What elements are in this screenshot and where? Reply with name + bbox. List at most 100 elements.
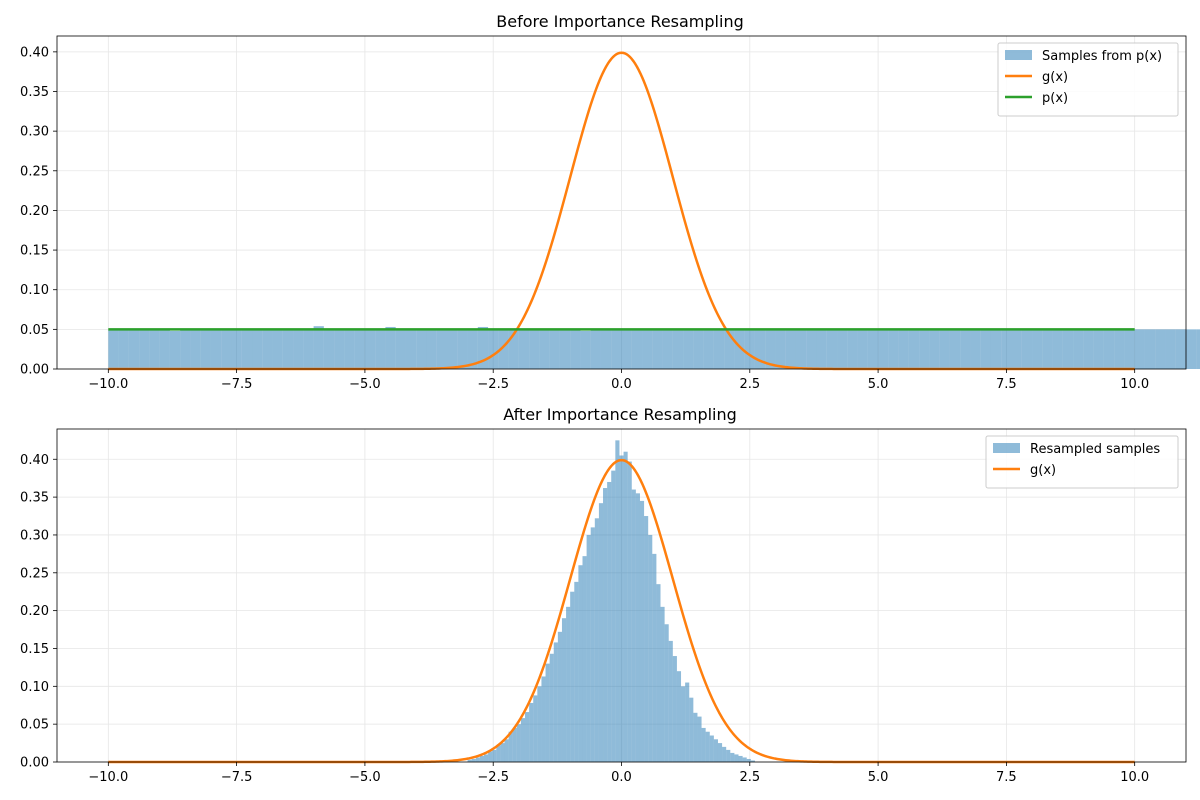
histogram-bar <box>457 329 468 369</box>
histogram-bar <box>681 686 686 762</box>
histogram-bar <box>1175 329 1186 369</box>
histogram-bar <box>1011 329 1022 369</box>
histogram-bar <box>623 451 628 762</box>
histogram-bar <box>857 329 868 369</box>
histogram-bar <box>631 329 643 369</box>
histogram-bar <box>159 329 170 369</box>
histogram-bar <box>1124 329 1135 369</box>
histogram-bar <box>566 606 571 762</box>
histogram-bar <box>929 329 940 369</box>
histogram-bar <box>598 503 604 762</box>
histogram-bar <box>1032 329 1043 369</box>
histogram-bar <box>607 481 612 762</box>
histogram-bar <box>1196 329 1200 369</box>
axis-ticks: −10.0 −7.5 −5.0 −2.5 0.0 2.5 5.0 7.5 10.0 0.00 0.0… <box>20 453 1149 785</box>
histogram-bar <box>334 329 345 369</box>
legend-box <box>997 42 1179 117</box>
histogram-bar <box>200 329 211 369</box>
histogram-bar <box>477 326 489 369</box>
histogram-bar <box>837 329 848 369</box>
histogram-bar <box>635 493 640 762</box>
histogram-bar <box>467 759 472 762</box>
histogram-bar <box>537 686 542 762</box>
histogram-bar <box>128 330 140 369</box>
histogram-bars <box>467 440 755 762</box>
histogram-bar <box>1093 329 1104 369</box>
x-tick-label: 2.5 <box>739 377 760 392</box>
y-tick-label: 0.20 <box>20 604 49 619</box>
y-tick-label: 0.35 <box>20 491 49 506</box>
y-tick-label: 0.25 <box>20 566 49 581</box>
histogram-bar <box>1165 329 1176 369</box>
chart-title: Before Importance Resampling <box>496 12 743 31</box>
histogram-bar <box>660 606 665 762</box>
histogram-bar <box>693 712 698 762</box>
histogram-bar <box>726 749 731 762</box>
x-tick-label: 2.5 <box>739 770 760 785</box>
histogram-bar <box>990 329 1002 369</box>
histogram-bar <box>293 329 304 369</box>
legend-swatch <box>1005 50 1032 60</box>
x-tick-label: −5.0 <box>349 770 381 785</box>
histogram-bar <box>479 755 484 762</box>
histogram-bar <box>313 326 324 369</box>
panel-after-resampling: After Importance Resampling −10.0 −7.5 −5.… <box>20 405 1187 785</box>
histogram-bar <box>570 591 575 762</box>
histogram-bar <box>734 754 739 762</box>
histogram-bar <box>960 329 971 369</box>
histogram-bar <box>541 676 546 762</box>
histogram-bar <box>697 716 702 762</box>
histogram-bar <box>590 329 601 369</box>
histogram-bar <box>252 329 263 369</box>
y-tick-label: 0.25 <box>20 164 49 179</box>
x-tick-label: −7.5 <box>221 377 253 392</box>
histogram-bar <box>508 329 519 369</box>
histogram-bar <box>1001 329 1012 369</box>
histogram-bar <box>611 329 622 369</box>
histogram-bar <box>447 329 458 369</box>
histogram-bar <box>539 329 550 369</box>
histogram-bar <box>1114 329 1125 369</box>
histogram-bar <box>512 727 517 762</box>
histogram-bar <box>488 329 499 369</box>
histogram-bar <box>344 329 355 369</box>
histogram-bar <box>549 329 560 369</box>
x-tick-label: 5.0 <box>868 377 889 392</box>
histogram-bar <box>488 751 493 762</box>
histogram-bar <box>504 739 509 762</box>
histogram-bar <box>621 329 632 369</box>
histogram-bar <box>118 329 129 369</box>
histogram-bar <box>582 556 587 762</box>
histogram-bar <box>241 329 253 369</box>
histogram-bar <box>750 760 755 762</box>
histogram-bar <box>703 329 714 369</box>
histogram-bar <box>644 516 649 762</box>
histogram-bar <box>785 329 796 369</box>
histogram-bar <box>652 553 657 762</box>
histogram-bars <box>108 326 1200 369</box>
histogram-bar <box>518 329 530 369</box>
histogram-bar <box>492 749 497 762</box>
histogram-bar <box>395 329 406 369</box>
histogram-bar <box>713 329 725 369</box>
histogram-bar <box>553 642 558 762</box>
histogram-bar <box>520 718 526 762</box>
histogram-bar <box>282 329 294 369</box>
histogram-bar <box>705 731 710 762</box>
histogram-bar <box>483 754 489 762</box>
histogram-bar <box>722 746 727 762</box>
histogram-bar <box>600 329 612 369</box>
histogram-bar <box>1073 329 1084 369</box>
histogram-bar <box>108 329 119 369</box>
legend-entry-g: g(x) <box>1005 70 1068 85</box>
histogram-bar <box>765 329 776 369</box>
histogram-bar <box>529 329 540 369</box>
y-tick-label: 0.10 <box>20 283 49 298</box>
histogram-bar <box>689 697 694 762</box>
histogram-bar <box>642 329 653 369</box>
y-tick-label: 0.05 <box>20 323 49 338</box>
x-tick-label: 0.0 <box>611 770 632 785</box>
histogram-bar <box>405 329 417 369</box>
histogram-bar <box>888 329 899 369</box>
histogram-bar <box>775 329 786 369</box>
